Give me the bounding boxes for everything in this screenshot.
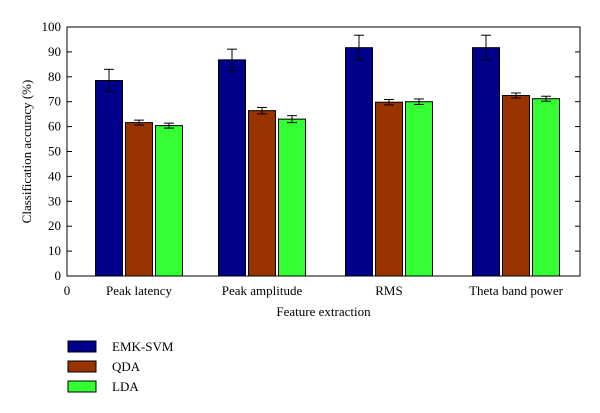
x-origin-label: 0 [64, 283, 71, 298]
legend: EMK-SVM QDA LDA [67, 339, 174, 394]
bar-qda-0 [125, 122, 153, 277]
y-tick-label: 0 [55, 268, 62, 283]
bar-emk-svm-2 [345, 47, 373, 277]
y-tick-label: 50 [48, 144, 61, 159]
x-category-label: Peak latency [106, 283, 173, 298]
legend-swatch [67, 380, 97, 393]
y-tick-label: 90 [48, 44, 61, 59]
legend-entry: LDA [67, 379, 139, 394]
x-category-label: Peak amplitude [222, 283, 303, 298]
legend-entry: EMK-SVM [67, 339, 174, 354]
x-category-label: RMS [375, 283, 402, 298]
y-axis-label: Classification accuracy (%) [19, 80, 34, 224]
bar-qda-2 [375, 101, 403, 277]
y-tick-label: 10 [48, 243, 61, 258]
legend-swatch [67, 340, 97, 353]
y-tick-label: 60 [48, 119, 61, 134]
legend-entry: QDA [67, 359, 141, 374]
legend-label: QDA [112, 359, 141, 374]
bar-emk-svm-3 [472, 47, 500, 277]
x-axis-category-labels: Peak latency Peak amplitude RMS Theta band … [106, 283, 564, 298]
bar-emk-svm-0 [95, 80, 123, 277]
x-category-label: Theta band power [469, 283, 564, 298]
y-tick-label: 100 [42, 19, 62, 34]
y-tick-label: 30 [48, 193, 61, 208]
bar-lda-3 [532, 98, 560, 277]
legend-swatch [67, 360, 97, 373]
bar-lda-2 [405, 101, 433, 277]
bars [95, 47, 560, 277]
y-tick-label: 40 [48, 168, 61, 183]
bar-lda-1 [278, 118, 306, 277]
y-tick-label: 80 [48, 69, 61, 84]
y-tick-label: 20 [48, 218, 61, 233]
legend-label: EMK-SVM [112, 339, 174, 354]
bar-qda-1 [248, 110, 276, 277]
y-axis-ticks: 0 10 20 30 40 50 60 70 80 90 100 [42, 19, 580, 283]
bar-emk-svm-1 [218, 59, 246, 277]
bar-qda-3 [502, 94, 530, 277]
y-tick-label: 70 [48, 94, 61, 109]
bar-lda-0 [155, 125, 183, 277]
error-bars [104, 34, 551, 129]
legend-label: LDA [112, 379, 139, 394]
x-axis-label: Feature extraction [276, 304, 371, 319]
